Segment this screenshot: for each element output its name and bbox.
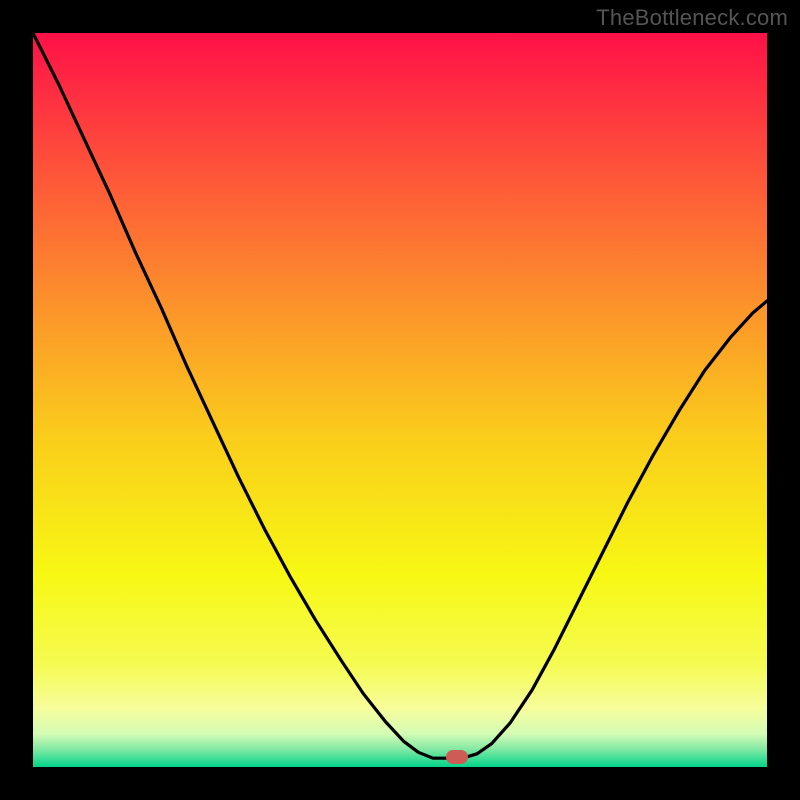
chart-frame: TheBottleneck.com [0,0,800,800]
optimal-point-marker [446,750,468,764]
plot-svg [33,33,767,767]
plot-area [33,33,767,767]
watermark-text: TheBottleneck.com [596,5,788,31]
gradient-background [33,33,767,767]
